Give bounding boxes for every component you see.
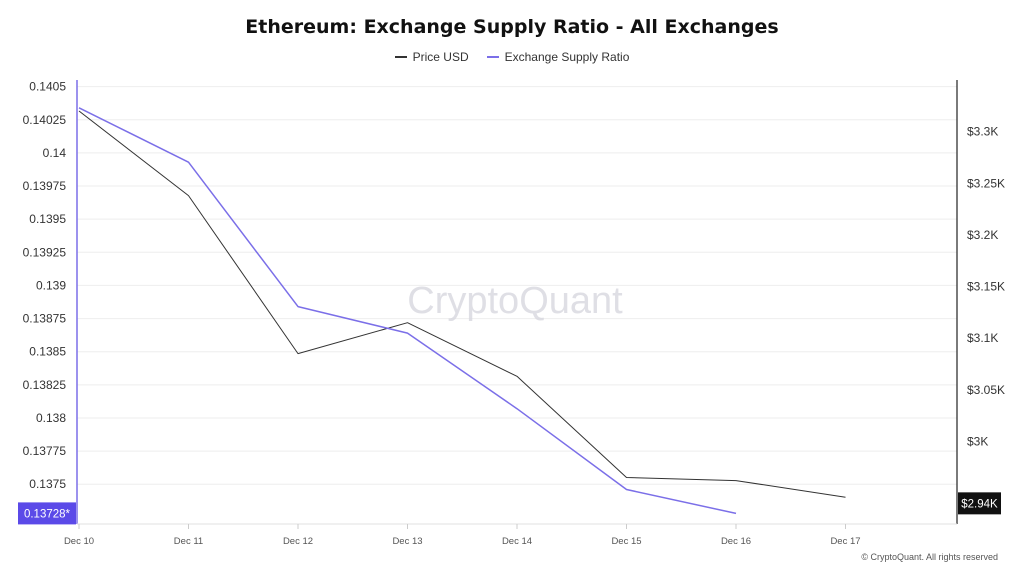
supply-ratio-data-point — [516, 407, 518, 409]
right-current-value-badge — [958, 492, 1001, 515]
x-axis-tick-label: Dec 15 — [611, 536, 641, 547]
chart-title: Ethereum: Exchange Supply Ratio - All Ex… — [245, 16, 779, 38]
x-axis-tick-label: Dec 11 — [174, 536, 203, 547]
supply-ratio-data-point — [406, 332, 408, 334]
right-current-value-label: $2.94K — [961, 498, 998, 510]
left-axis-tick-label: 0.13975 — [23, 179, 67, 193]
left-axis-tick-label: 0.1375 — [29, 477, 66, 491]
price-data-point — [187, 194, 189, 196]
supply-ratio-data-point — [735, 512, 737, 514]
legend-swatch-price — [394, 56, 407, 58]
chart-legend: Price USD Exchange Supply Ratio — [0, 50, 1024, 64]
right-axis-tick-label: $3.05K — [967, 383, 1005, 397]
x-axis-tick-label: Dec 16 — [721, 536, 751, 547]
x-axis-tick-label: Dec 10 — [64, 536, 94, 547]
right-axis-tick-label: $3.3K — [967, 125, 998, 139]
legend-label-price: Price USD — [412, 50, 469, 64]
series-line-supply-ratio[interactable] — [78, 107, 737, 515]
supply-ratio-data-point — [297, 305, 299, 307]
left-axis-tick-label: 0.13875 — [23, 312, 67, 326]
left-axis-tick-label: 0.1405 — [29, 80, 66, 94]
legend-label-supply-ratio: Exchange Supply Ratio — [504, 50, 630, 64]
right-axis-tick-label: $3.1K — [967, 331, 998, 345]
left-axis-tick-label: 0.14 — [43, 146, 67, 160]
left-axis-tick-label: 0.138 — [36, 411, 66, 425]
price-data-point — [735, 479, 737, 481]
right-axis-tick-label: $3.15K — [967, 280, 1005, 294]
series-line-price[interactable] — [78, 110, 846, 498]
left-axis-tick-label: 0.13775 — [23, 444, 67, 458]
left-axis-tick-label: 0.14025 — [23, 113, 67, 127]
left-axis-tick-label: 0.13925 — [23, 245, 67, 259]
x-axis-tick-label: Dec 14 — [502, 536, 532, 547]
left-current-value-label: 0.13728* — [24, 508, 71, 520]
copyright-text: © CryptoQuant. All rights reserved — [861, 552, 998, 562]
left-axis-tick-label: 0.1395 — [29, 212, 66, 226]
price-data-point — [625, 476, 627, 478]
left-axis-tick-label: 0.13825 — [23, 378, 67, 392]
right-axis-tick-label: $3K — [967, 434, 988, 448]
left-current-value-badge — [18, 502, 76, 525]
right-axis-tick-label: $3.25K — [967, 176, 1005, 190]
x-axis-tick-label: Dec 13 — [392, 536, 422, 547]
x-axis-tick-label: Dec 17 — [830, 536, 860, 547]
legend-item-price[interactable]: Price USD — [394, 50, 469, 64]
price-data-point — [406, 321, 408, 323]
watermark-text: CryptoQuant — [407, 280, 623, 322]
left-axis-tick-label: 0.1385 — [29, 345, 66, 359]
price-data-point — [844, 496, 846, 498]
legend-item-supply-ratio[interactable]: Exchange Supply Ratio — [486, 50, 630, 64]
legend-swatch-supply-ratio — [486, 56, 499, 58]
left-axis-tick-label: 0.139 — [36, 278, 66, 292]
price-data-point — [516, 375, 518, 377]
supply-ratio-data-point — [625, 488, 627, 490]
right-axis-tick-label: $3.2K — [967, 228, 998, 242]
price-data-point — [297, 352, 299, 354]
x-axis-tick-label: Dec 12 — [283, 536, 313, 547]
supply-ratio-data-point — [78, 107, 80, 109]
price-data-point — [78, 110, 80, 112]
supply-ratio-data-point — [187, 161, 189, 163]
